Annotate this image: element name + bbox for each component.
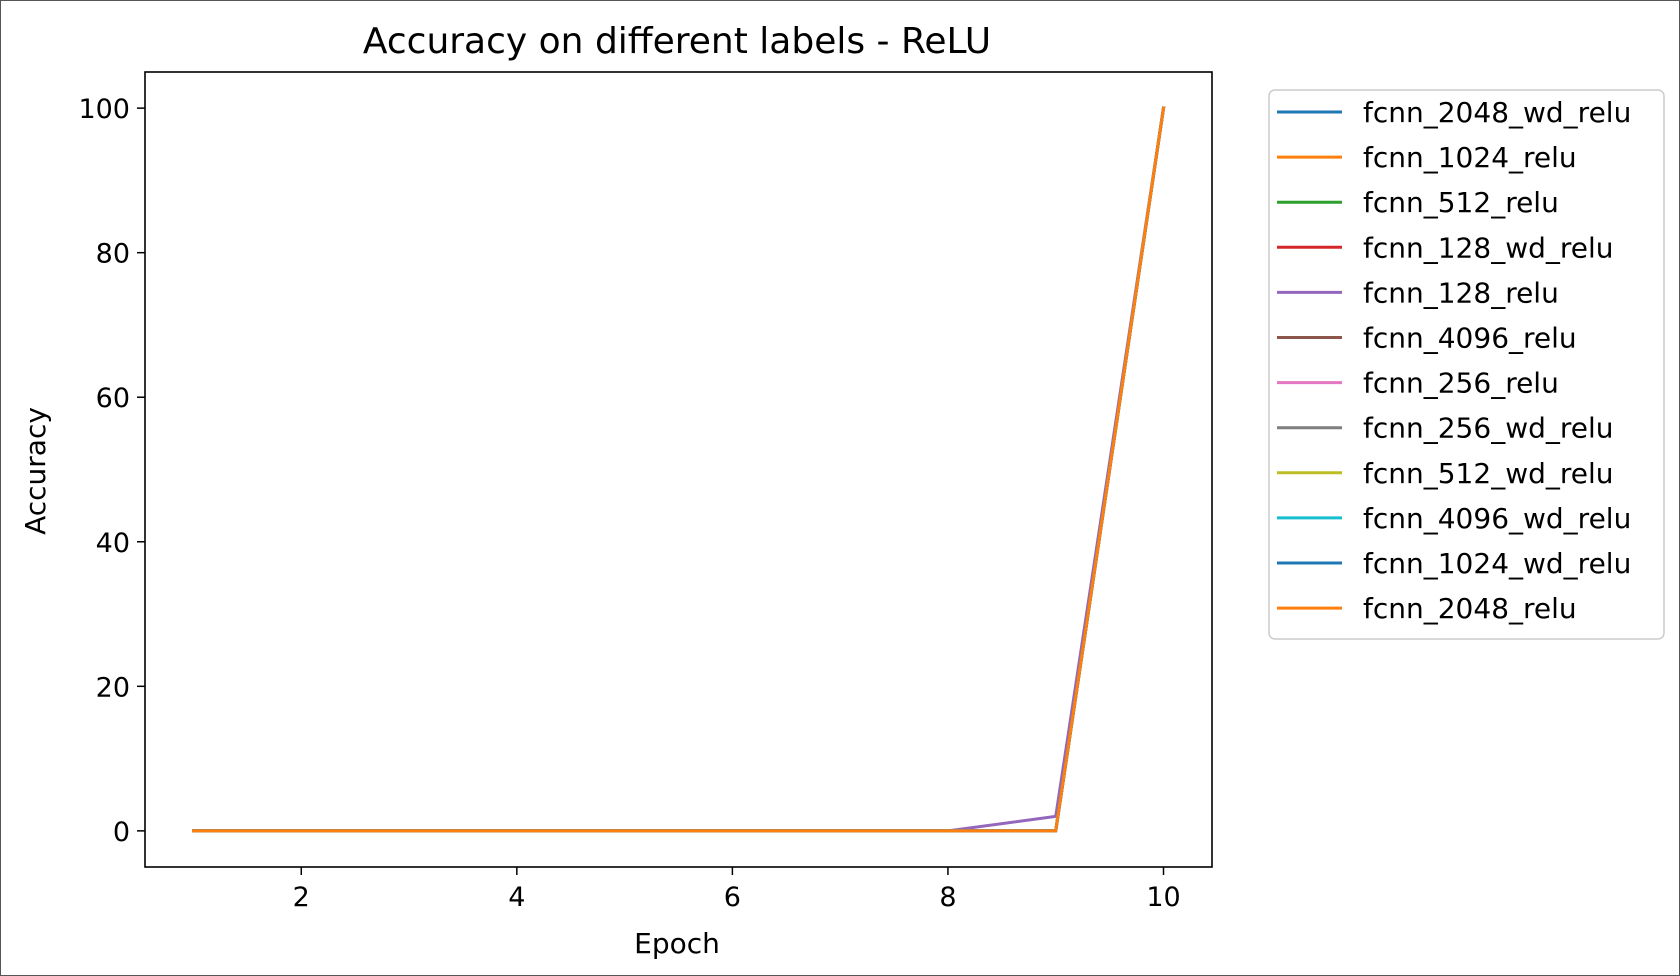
series-line-fcnn-4096-relu — [192, 106, 1166, 833]
x-tick-label: 2 — [293, 882, 310, 913]
series-line-fcnn-512-wd-relu — [192, 106, 1166, 833]
legend-label: fcnn_4096_wd_relu — [1363, 502, 1631, 535]
legend-label: fcnn_128_relu — [1363, 276, 1559, 309]
legend-entry: fcnn_512_relu — [1277, 186, 1559, 219]
series-line-fcnn-128-relu — [192, 106, 1166, 833]
legend-entry: fcnn_128_wd_relu — [1277, 231, 1614, 264]
legend: fcnn_2048_wd_relu fcnn_1024_relu fcnn_512_… — [1268, 89, 1665, 640]
y-tick-label: 80 — [96, 239, 130, 270]
x-tick-label: 10 — [1146, 882, 1180, 913]
series-line-fcnn-1024-relu — [192, 106, 1166, 833]
y-axis-label: Accuracy — [19, 407, 52, 535]
axes-frame — [144, 71, 1213, 868]
legend-label: fcnn_1024_wd_relu — [1363, 547, 1631, 580]
plot-lines — [192, 106, 1166, 833]
legend-entry: fcnn_2048_wd_relu — [1277, 96, 1631, 129]
x-tick-label: 8 — [939, 882, 956, 913]
y-tick-label: 100 — [78, 94, 130, 125]
x-axis-label: Epoch — [634, 927, 720, 960]
y-axis-ticks: 0 20 40 60 80 100 — [78, 94, 145, 848]
series-line-fcnn-256-wd-relu — [192, 106, 1166, 833]
series-line-fcnn-2048-relu — [192, 106, 1166, 833]
legend-label: fcnn_2048_wd_relu — [1363, 96, 1631, 129]
legend-entry: fcnn_2048_relu — [1277, 592, 1577, 625]
legend-label: fcnn_4096_relu — [1363, 322, 1577, 355]
y-tick-label: 20 — [96, 672, 130, 703]
legend-entry: fcnn_1024_wd_relu — [1277, 547, 1631, 580]
legend-entry: fcnn_256_wd_relu — [1277, 412, 1614, 445]
legend-label: fcnn_2048_relu — [1363, 592, 1577, 625]
legend-label: fcnn_1024_relu — [1363, 141, 1577, 174]
legend-entry: fcnn_4096_wd_relu — [1277, 502, 1631, 535]
series-line-fcnn-128-wd-relu — [192, 106, 1166, 833]
x-tick-label: 6 — [724, 882, 741, 913]
y-tick-label: 40 — [96, 528, 130, 559]
x-axis-ticks: 2 4 6 8 10 — [293, 867, 1181, 913]
y-tick-label: 0 — [113, 817, 130, 848]
legend-entry: fcnn_256_relu — [1277, 367, 1559, 400]
legend-entry: fcnn_128_relu — [1277, 276, 1559, 309]
legend-box — [1268, 89, 1665, 640]
legend-label: fcnn_512_relu — [1363, 186, 1559, 219]
legend-label: fcnn_256_relu — [1363, 367, 1559, 400]
legend-entry: fcnn_4096_relu — [1277, 322, 1577, 355]
y-tick-label: 60 — [96, 383, 130, 414]
legend-label: fcnn_512_wd_relu — [1363, 457, 1614, 490]
series-line-fcnn-2048-wd-relu — [192, 106, 1166, 833]
series-line-fcnn-1024-wd-relu — [192, 106, 1166, 833]
series-line-fcnn-256-relu — [192, 106, 1166, 833]
legend-label: fcnn_128_wd_relu — [1363, 231, 1614, 264]
series-line-fcnn-4096-wd-relu — [192, 106, 1166, 833]
legend-entry: fcnn_512_wd_relu — [1277, 457, 1614, 490]
legend-entries: fcnn_2048_wd_relu fcnn_1024_relu fcnn_512_… — [1277, 96, 1631, 625]
x-tick-label: 4 — [508, 882, 525, 913]
legend-label: fcnn_256_wd_relu — [1363, 412, 1614, 445]
series-line-fcnn-512-relu — [192, 106, 1166, 833]
chart-title: Accuracy on different labels - ReLU — [363, 21, 991, 62]
legend-entry: fcnn_1024_relu — [1277, 141, 1577, 174]
